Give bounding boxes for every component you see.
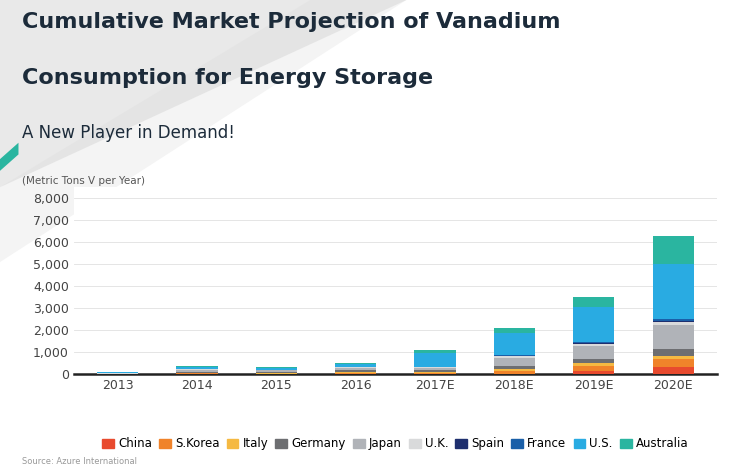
Bar (573, 342, 614, 343)
Bar (494, 369, 535, 371)
Bar (494, 371, 535, 374)
Bar (256, 370, 297, 372)
Bar (97, 372, 138, 373)
Text: A New Player in Demand!: A New Player in Demand! (22, 124, 235, 142)
Bar (653, 356, 694, 359)
Bar (335, 364, 376, 367)
Bar (653, 322, 694, 325)
Bar (415, 352, 456, 367)
Bar (653, 319, 694, 321)
Bar (415, 367, 456, 368)
Bar (256, 372, 297, 373)
Bar (335, 367, 376, 368)
Bar (415, 373, 456, 374)
Bar (494, 366, 535, 369)
Bar (177, 367, 217, 369)
Bar (256, 367, 297, 368)
Text: Cumulative Market Projection of Vanadium: Cumulative Market Projection of Vanadium (22, 12, 561, 32)
Bar (494, 333, 535, 356)
Bar (573, 366, 614, 371)
Bar (573, 359, 614, 363)
Bar (415, 368, 456, 371)
Bar (177, 373, 217, 374)
Bar (335, 371, 376, 372)
Polygon shape (0, 0, 406, 187)
Bar (573, 371, 614, 374)
Bar (653, 325, 694, 349)
Bar (494, 328, 535, 333)
Bar (415, 371, 456, 372)
Bar (573, 307, 614, 342)
Bar (494, 358, 535, 366)
Bar (494, 356, 535, 358)
Bar (653, 321, 694, 322)
Bar (573, 297, 614, 307)
Bar (177, 366, 217, 367)
Bar (415, 351, 456, 352)
Text: (Metric Tons V per Year): (Metric Tons V per Year) (22, 176, 145, 185)
Bar (653, 359, 694, 367)
Text: Consumption for Energy Storage: Consumption for Energy Storage (22, 68, 433, 88)
Bar (573, 346, 614, 359)
Bar (335, 373, 376, 374)
Bar (653, 349, 694, 356)
Text: Source: Azure International: Source: Azure International (22, 457, 137, 466)
Legend: China, S.Korea, Italy, Germany, Japan, U.K., Spain, France, U.S., Australia: China, S.Korea, Italy, Germany, Japan, U… (98, 433, 693, 455)
Bar (177, 370, 217, 372)
Bar (335, 368, 376, 371)
Bar (256, 373, 297, 374)
Polygon shape (0, 0, 406, 262)
Bar (256, 368, 297, 370)
Bar (177, 372, 217, 373)
Bar (415, 372, 456, 373)
Bar (653, 264, 694, 319)
Bar (177, 369, 217, 370)
Bar (573, 363, 614, 366)
Bar (335, 372, 376, 373)
Bar (653, 367, 694, 374)
Bar (573, 344, 614, 346)
Polygon shape (0, 143, 18, 171)
Bar (653, 236, 694, 264)
Bar (335, 363, 376, 364)
